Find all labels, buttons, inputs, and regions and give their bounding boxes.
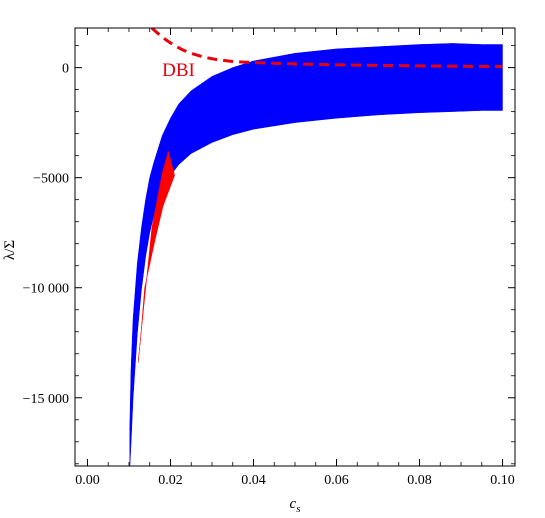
x-tick-label: 0.06 [324,473,349,488]
y-tick-label: −10 000 [23,282,69,297]
x-axis-label: cs [290,496,301,515]
blue-region [129,43,503,466]
x-axis-label-subscript: s [296,503,300,515]
red-region [137,150,175,363]
x-tick-label: 0.00 [75,473,100,488]
x-tick-label: 0.08 [407,473,432,488]
data-regions [129,43,503,466]
y-tick-label: −5000 [33,172,69,187]
axis-ticks [75,28,515,466]
y-tick-label: −15 000 [23,392,69,407]
annotations: DBI [162,60,195,81]
y-axis-label: λ/Σ [2,240,18,260]
axis-tick-labels: 0.00 0.02 0.04 0.06 0.08 0.10 0 −5000 −10 000 −15… [23,62,515,488]
dbi-curve [150,28,503,68]
dbi-label: DBI [162,60,195,81]
x-tick-label: 0.10 [490,473,515,488]
x-axis-label-main: c [290,496,297,512]
data-curves [150,28,503,68]
y-tick-label: 0 [62,62,69,77]
x-tick-label: 0.02 [158,473,183,488]
x-tick-label: 0.04 [241,473,266,488]
